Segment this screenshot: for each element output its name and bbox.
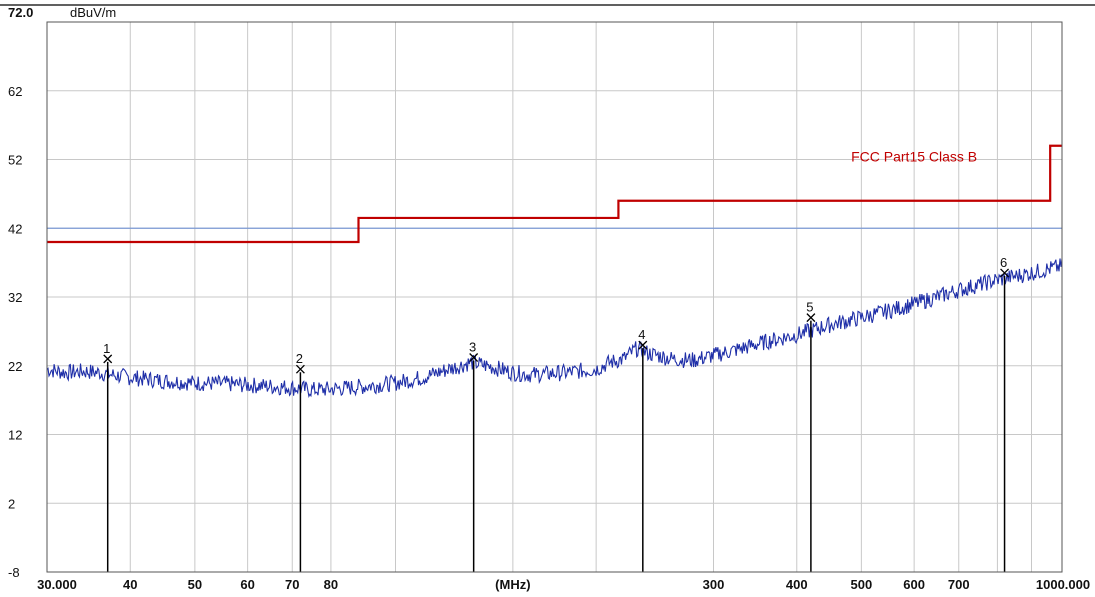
marker-label: 2	[296, 351, 303, 366]
y-tick-label: 52	[8, 153, 22, 168]
grid	[47, 22, 1062, 573]
x-tick-label: 300	[703, 577, 725, 592]
x-unit-label: (MHz)	[495, 577, 530, 592]
marker-cross	[469, 353, 479, 362]
marker-cross	[103, 354, 113, 364]
x-tick-label: 60	[240, 577, 254, 592]
limit-line: FCC Part15 Class B	[47, 144, 1062, 244]
trace-series	[46, 258, 1063, 399]
markers: 1 2 3 4 5 6	[103, 255, 1010, 572]
x-tick-label: 400	[786, 577, 808, 592]
marker-label: 1	[103, 341, 110, 356]
marker-cross	[295, 364, 305, 374]
y-tick-label: 62	[8, 84, 22, 99]
marker-label: 5	[806, 300, 813, 315]
marker-label: 4	[638, 327, 645, 342]
x-tick-label: 500	[851, 577, 873, 592]
x-tick-label: 50	[188, 577, 202, 592]
marker-cross	[638, 340, 648, 350]
y-tick-label: -8	[8, 565, 20, 580]
limit-line-path	[47, 144, 1062, 244]
y-tick-label: 32	[8, 290, 22, 305]
x-tick-label: 1000.000	[1036, 577, 1090, 592]
marker-cross	[1000, 268, 1010, 278]
plot-frame	[46, 21, 1063, 573]
y-tick-label: 12	[8, 428, 22, 443]
x-tick-label: 40	[123, 577, 137, 592]
x-tick-label: 80	[324, 577, 338, 592]
x-tick-label: 600	[903, 577, 925, 592]
y-tick-label: 22	[8, 359, 22, 374]
y-tick-label: 2	[8, 496, 15, 511]
marker-label: 6	[1000, 255, 1007, 270]
y-unit-label: dBuV/m	[70, 5, 116, 20]
x-tick-label: 70	[285, 577, 299, 592]
x-tick-label: 700	[948, 577, 970, 592]
limit-line-label: FCC Part15 Class B	[851, 149, 977, 165]
x-tick-label: 30.000	[37, 577, 77, 592]
trace-line	[46, 258, 1063, 399]
marker-label: 3	[469, 340, 476, 355]
y-tick-label: 42	[8, 221, 22, 236]
y-top-label: 72.0	[8, 5, 33, 20]
marker-cross	[806, 313, 816, 323]
